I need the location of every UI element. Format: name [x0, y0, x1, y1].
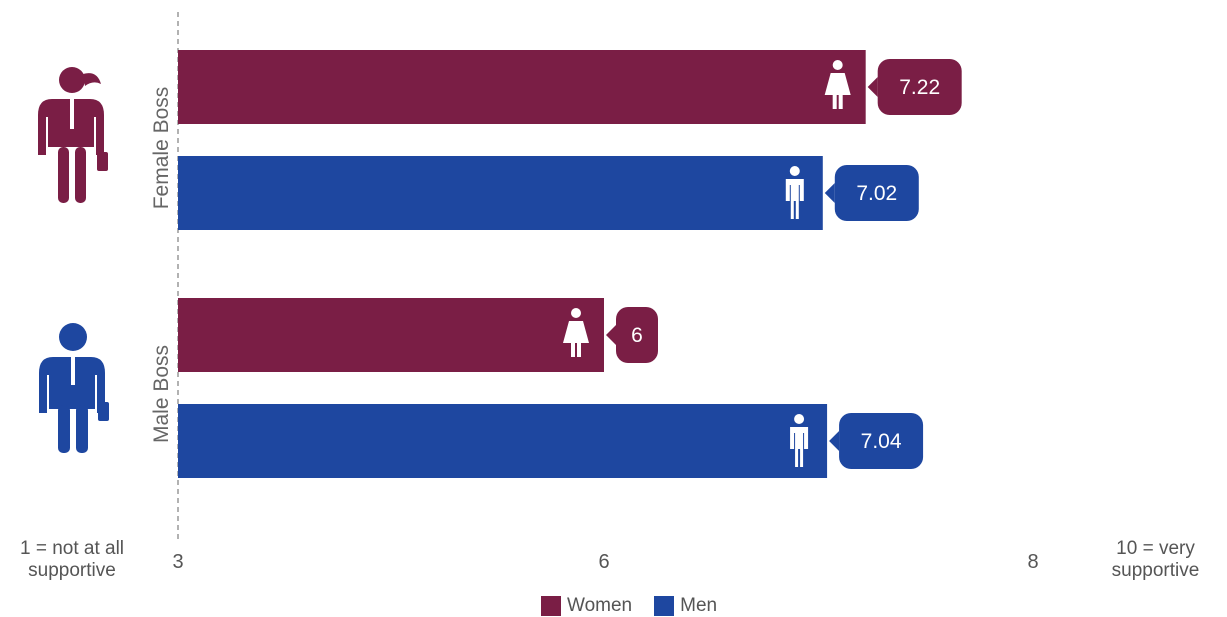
data-label-pointer [829, 431, 840, 451]
data-label-bubble [839, 413, 924, 469]
data-label: 7.02 [856, 182, 897, 205]
man-icon [785, 166, 804, 219]
data-label-pointer [867, 77, 878, 97]
legend-item-men[interactable]: Men [654, 595, 717, 617]
data-label: 7.04 [861, 430, 902, 453]
legend-item-women[interactable]: Women [541, 595, 632, 617]
data-label-pointer [606, 325, 616, 345]
legend: Women Men [541, 595, 739, 617]
x-tick-label: 6 [598, 551, 609, 573]
female-boss-icon [38, 67, 108, 203]
data-label: 7.22 [899, 76, 940, 99]
legend-swatch-men [654, 596, 675, 616]
scale-min-line1: 1 = not at all [19, 538, 125, 559]
male-boss-icon [39, 323, 109, 453]
data-label-bubble [834, 165, 919, 221]
legend-label-men: Men [680, 595, 718, 616]
woman-icon [563, 308, 589, 357]
x-tick-label: 3 [172, 551, 183, 573]
legend-swatch-women [541, 596, 561, 616]
scale-min-line2: supportive [28, 560, 116, 581]
data-label-bubble [616, 307, 658, 363]
data-label-bubble [877, 59, 962, 115]
man-icon [790, 414, 809, 467]
x-tick-label: 8 [1027, 551, 1038, 573]
scale-min-label: 1 = not at all supportive [2, 538, 142, 582]
bar-men [178, 404, 828, 478]
scale-max-label: 10 = very supportive [1088, 538, 1223, 582]
data-label: 6 [631, 324, 643, 347]
bar-women [178, 298, 604, 372]
scale-max-line2: supportive [1111, 560, 1200, 581]
category-label-male-boss: Male Boss [150, 345, 173, 443]
bar-women [178, 50, 866, 124]
category-label-female-boss: Female Boss [150, 87, 173, 210]
scale-max-line1: 10 = very [1116, 538, 1195, 559]
woman-icon [824, 60, 851, 109]
legend-label-women: Women [567, 595, 633, 616]
bar-men [178, 156, 823, 230]
data-label-pointer [824, 183, 835, 203]
